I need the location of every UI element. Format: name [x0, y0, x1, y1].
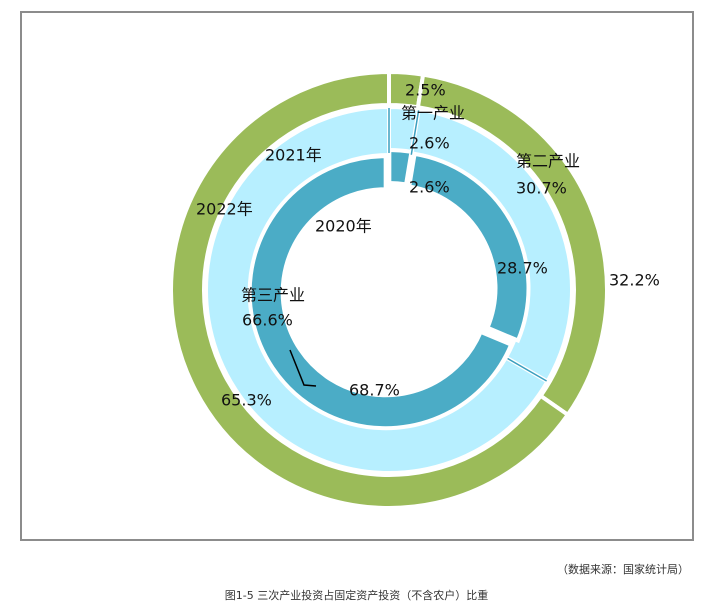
leader-line-2020-tertiary: [289, 349, 317, 387]
slice-2-0: [387, 148, 414, 187]
category-label-0: 第一产业: [401, 104, 465, 123]
slice-2-1: [406, 151, 531, 344]
value-label-2-2: 68.7%: [349, 381, 400, 400]
category-label-2: 第三产业: [241, 286, 305, 305]
series-label-1: 2021年: [265, 146, 322, 165]
source-note: （数据来源：国家统计局）: [557, 563, 689, 576]
value-label-2-1: 28.7%: [497, 259, 548, 278]
series-label-2: 2020年: [315, 217, 372, 236]
value-label-1-0: 2.6%: [409, 134, 450, 153]
middle-ring-divider-1: [410, 110, 420, 155]
figure-caption: 图1-5 三次产业投资占固定资产投资（不含农户）比重: [224, 589, 489, 602]
value-label-2-0: 2.6%: [409, 178, 450, 197]
category-label-1: 第二产业: [516, 152, 580, 171]
value-label-1-2: 66.6%: [242, 311, 293, 330]
slice-2-2: [247, 154, 514, 431]
value-label-1-1: 30.7%: [516, 179, 567, 198]
value-label-0-0: 2.5%: [405, 81, 446, 100]
chart-frame: 2.5% 32.2% 65.3% 2022年 2.6% 30.7% 66.6% 2021年 2.…: [20, 11, 694, 541]
value-label-0-1: 32.2%: [609, 271, 660, 290]
middle-ring-divider-2: [507, 357, 547, 382]
series-label-0: 2022年: [196, 200, 253, 219]
nested-donut-chart: 2.5% 32.2% 65.3% 2022年 2.6% 30.7% 66.6% 2021年 2.…: [169, 69, 660, 510]
value-label-0-2: 65.3%: [221, 391, 272, 410]
